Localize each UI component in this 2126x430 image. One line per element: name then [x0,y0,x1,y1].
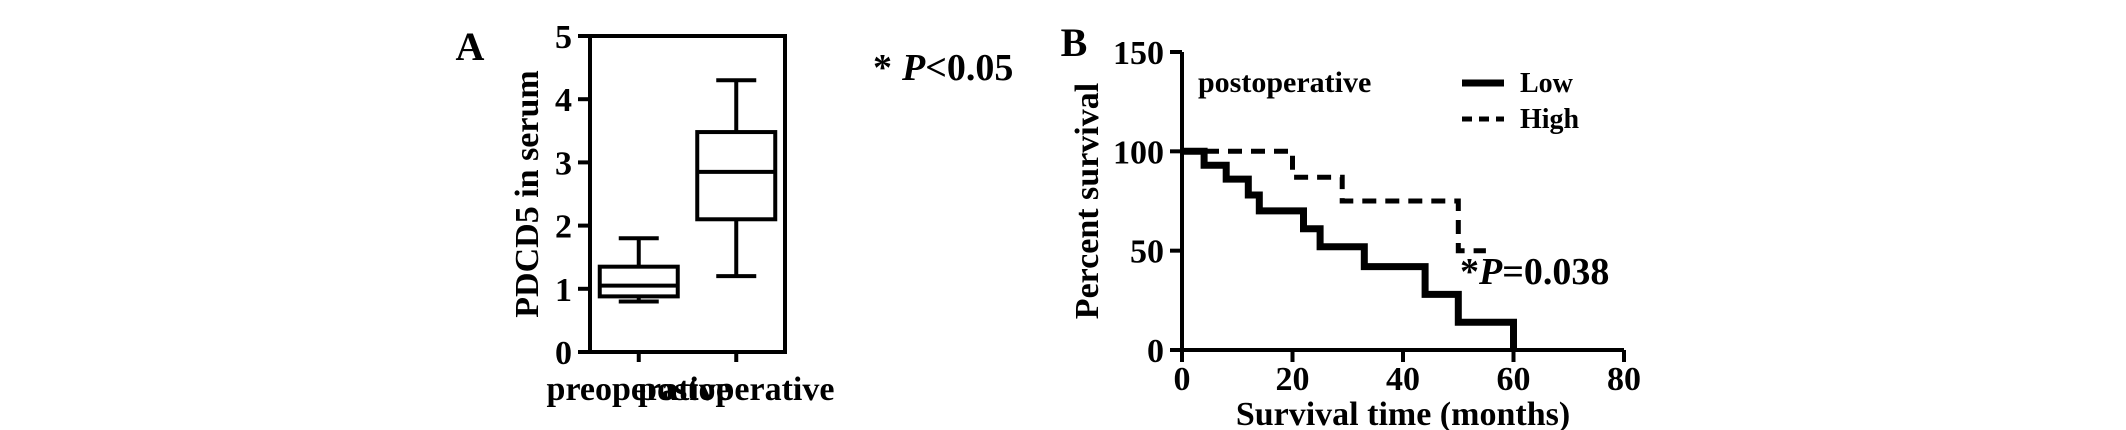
panel-b-star: * [1460,251,1479,293]
panel-b-x-tick-label: 60 [1497,361,1531,398]
panel-a-plot-frame [588,34,787,354]
panel-b-label: B [1061,20,1088,65]
panel-a-p-value: * P<0.05 [873,47,1013,89]
panel-a-x-tick-label: preoperative [547,371,731,408]
panel-b-y-tick-label: 50 [1130,234,1164,271]
panel-b-x-tick-label: 80 [1607,361,1641,398]
panel-a-p-symbol: P [901,47,926,89]
panel-a-axes [588,34,787,354]
panel-a-boxplot: A PDCD5 in serum 0 1 2 3 4 5 preoperativepost… [456,19,1014,408]
panel-b-p-symbol: P [1478,251,1503,293]
panel-b-y-tick-label: 0 [1147,333,1164,370]
panel-b-y-axis-label: Percent survival [1069,83,1106,319]
box-iqr [597,264,680,299]
panel-a-y-tick-label: 3 [555,145,572,182]
panel-a-y-axis-label: PDCD5 in serum [509,70,546,317]
panel-b-x-axis-label: Survival time (months) [1236,396,1570,430]
panel-a-p-text: <0.05 [925,47,1013,89]
panel-b-series-line-high [1182,148,1486,254]
panel-b-y-ticks: 0 50 100 150 [1113,35,1182,370]
panel-b-series [1182,147,1517,350]
panel-a-y-tick-label: 0 [555,335,572,372]
panel-b-legend-label-low: Low [1520,68,1574,99]
panel-a-box-postoperative [695,78,778,279]
panel-b-x-tick-label: 20 [1276,361,1310,398]
panel-a-boxes [597,78,778,304]
panel-b-y-tick-label: 100 [1113,134,1164,171]
panel-a-label: A [456,24,485,69]
panel-b-p-value: *P=0.038 [1460,251,1609,293]
panel-b-note: postoperative [1198,66,1371,99]
panel-b-y-tick-label: 150 [1113,35,1164,72]
panel-a-box-preoperative [597,236,680,304]
panel-a-y-tick-label: 1 [555,272,572,309]
panel-a-x-tick-label: postoperative [638,371,834,408]
box-iqr [695,130,778,222]
panel-a-y-tick-label: 4 [555,82,572,119]
panel-a-y-ticks: 0 1 2 3 4 5 [555,19,590,372]
panel-a-y-tick-label: 2 [555,209,572,246]
panel-b-survival: B Percent survival Survival time (months… [1061,20,1641,430]
panel-b-series-line-low [1182,147,1517,350]
panel-b-x-tick-label: 0 [1174,361,1191,398]
panel-b-x-tick-label: 40 [1386,361,1420,398]
panel-b-legend: Low High [1462,68,1580,135]
panel-a-star: * [873,47,892,89]
panel-b-x-ticks: 0 20 40 60 80 [1174,350,1641,398]
panel-a-y-tick-label: 5 [555,19,572,56]
panel-b-p-text: =0.038 [1502,251,1609,293]
panel-b-legend-label-high: High [1520,104,1580,135]
